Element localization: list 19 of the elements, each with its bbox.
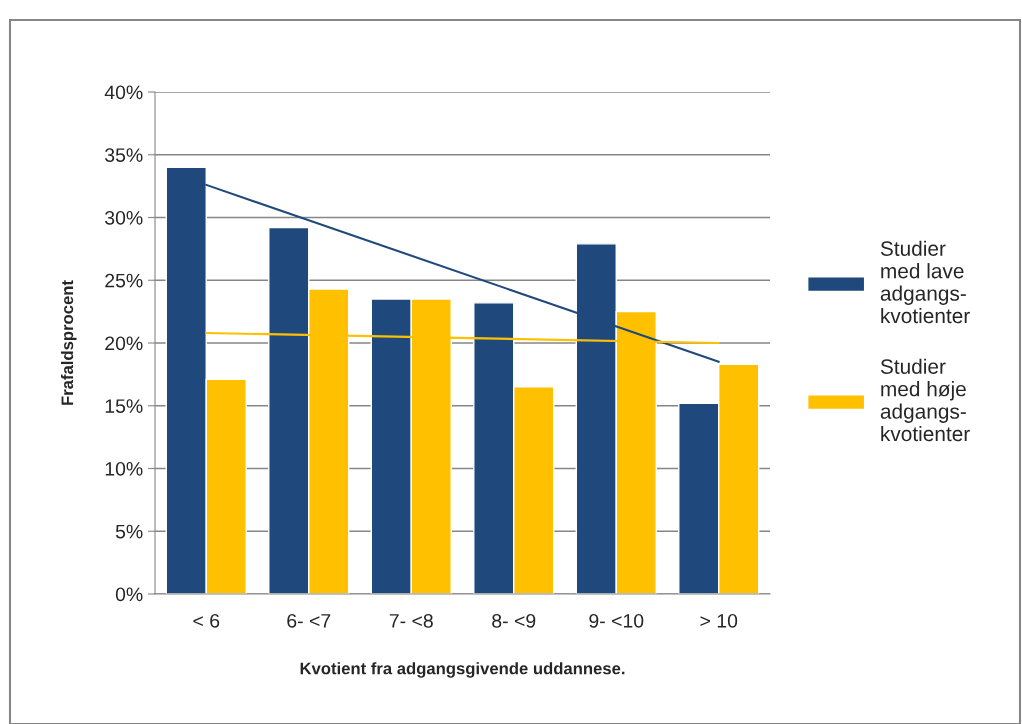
x-axis-title: Kvotient fra adgangsgivende uddannese. (300, 662, 625, 678)
legend-label: Studier med høje adgangs- kvotienter (880, 358, 970, 442)
x-tick-label: 8- <9 (492, 613, 536, 628)
legend-label: Studier med lave adgangs- kvotienter (880, 240, 970, 324)
y-tick-label: 5% (115, 524, 143, 539)
x-tick-label: 7- <8 (389, 613, 433, 628)
y-tick-label: 15% (105, 399, 143, 413)
y-tick-label: 30% (105, 210, 143, 225)
x-tick-label: 9- <10 (589, 613, 644, 628)
y-axis-title: Frafaldsprocent (60, 280, 77, 405)
y-tick-label: 40% (104, 85, 143, 100)
x-tick-label: 6- <7 (287, 613, 331, 628)
y-tick-label: 35% (105, 148, 143, 162)
y-tick-label: 25% (105, 273, 143, 288)
x-tick-label: > 10 (700, 613, 738, 628)
y-tick-label: 0% (115, 587, 143, 602)
y-tick-label: 20% (105, 336, 143, 351)
x-tick-label: < 6 (193, 613, 220, 628)
y-tick-label: 10% (105, 461, 143, 476)
